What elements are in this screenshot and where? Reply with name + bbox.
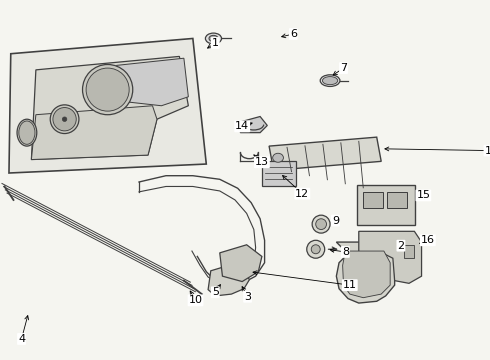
Text: 13: 13 [255,157,269,167]
Ellipse shape [205,33,221,44]
Circle shape [316,219,326,230]
Polygon shape [208,265,249,296]
Text: 4: 4 [18,334,25,344]
Polygon shape [359,231,421,283]
Polygon shape [269,137,381,170]
Circle shape [62,117,67,121]
Text: 9: 9 [332,216,339,226]
Polygon shape [343,251,390,298]
Polygon shape [241,117,267,132]
Bar [363,192,383,208]
Polygon shape [31,106,157,159]
Circle shape [86,68,129,111]
Text: 7: 7 [340,63,347,73]
Text: 11: 11 [343,280,357,290]
Polygon shape [336,242,394,303]
Text: 16: 16 [421,235,435,245]
Text: 5: 5 [212,287,219,297]
Polygon shape [31,57,188,159]
Text: 8: 8 [342,247,349,257]
Ellipse shape [17,119,37,146]
Ellipse shape [272,153,283,162]
Text: 2: 2 [397,241,405,251]
Ellipse shape [19,121,35,144]
Circle shape [307,240,325,258]
Circle shape [311,245,320,254]
Ellipse shape [320,75,340,86]
Circle shape [82,64,133,115]
Bar [404,245,415,258]
Polygon shape [220,245,262,282]
Text: 10: 10 [189,296,202,305]
Bar [388,192,407,208]
Polygon shape [9,39,206,173]
Circle shape [312,215,330,233]
Text: 15: 15 [416,190,430,201]
Text: 17: 17 [485,145,490,156]
Text: 6: 6 [290,29,297,39]
Polygon shape [117,58,188,106]
Text: 3: 3 [244,292,251,302]
Bar [357,185,416,225]
Bar [262,161,296,186]
Text: 12: 12 [295,189,309,199]
Ellipse shape [209,35,218,42]
Text: 1: 1 [212,38,219,48]
Text: 14: 14 [235,121,249,131]
Circle shape [50,105,79,134]
Circle shape [53,108,76,131]
Ellipse shape [322,77,338,85]
